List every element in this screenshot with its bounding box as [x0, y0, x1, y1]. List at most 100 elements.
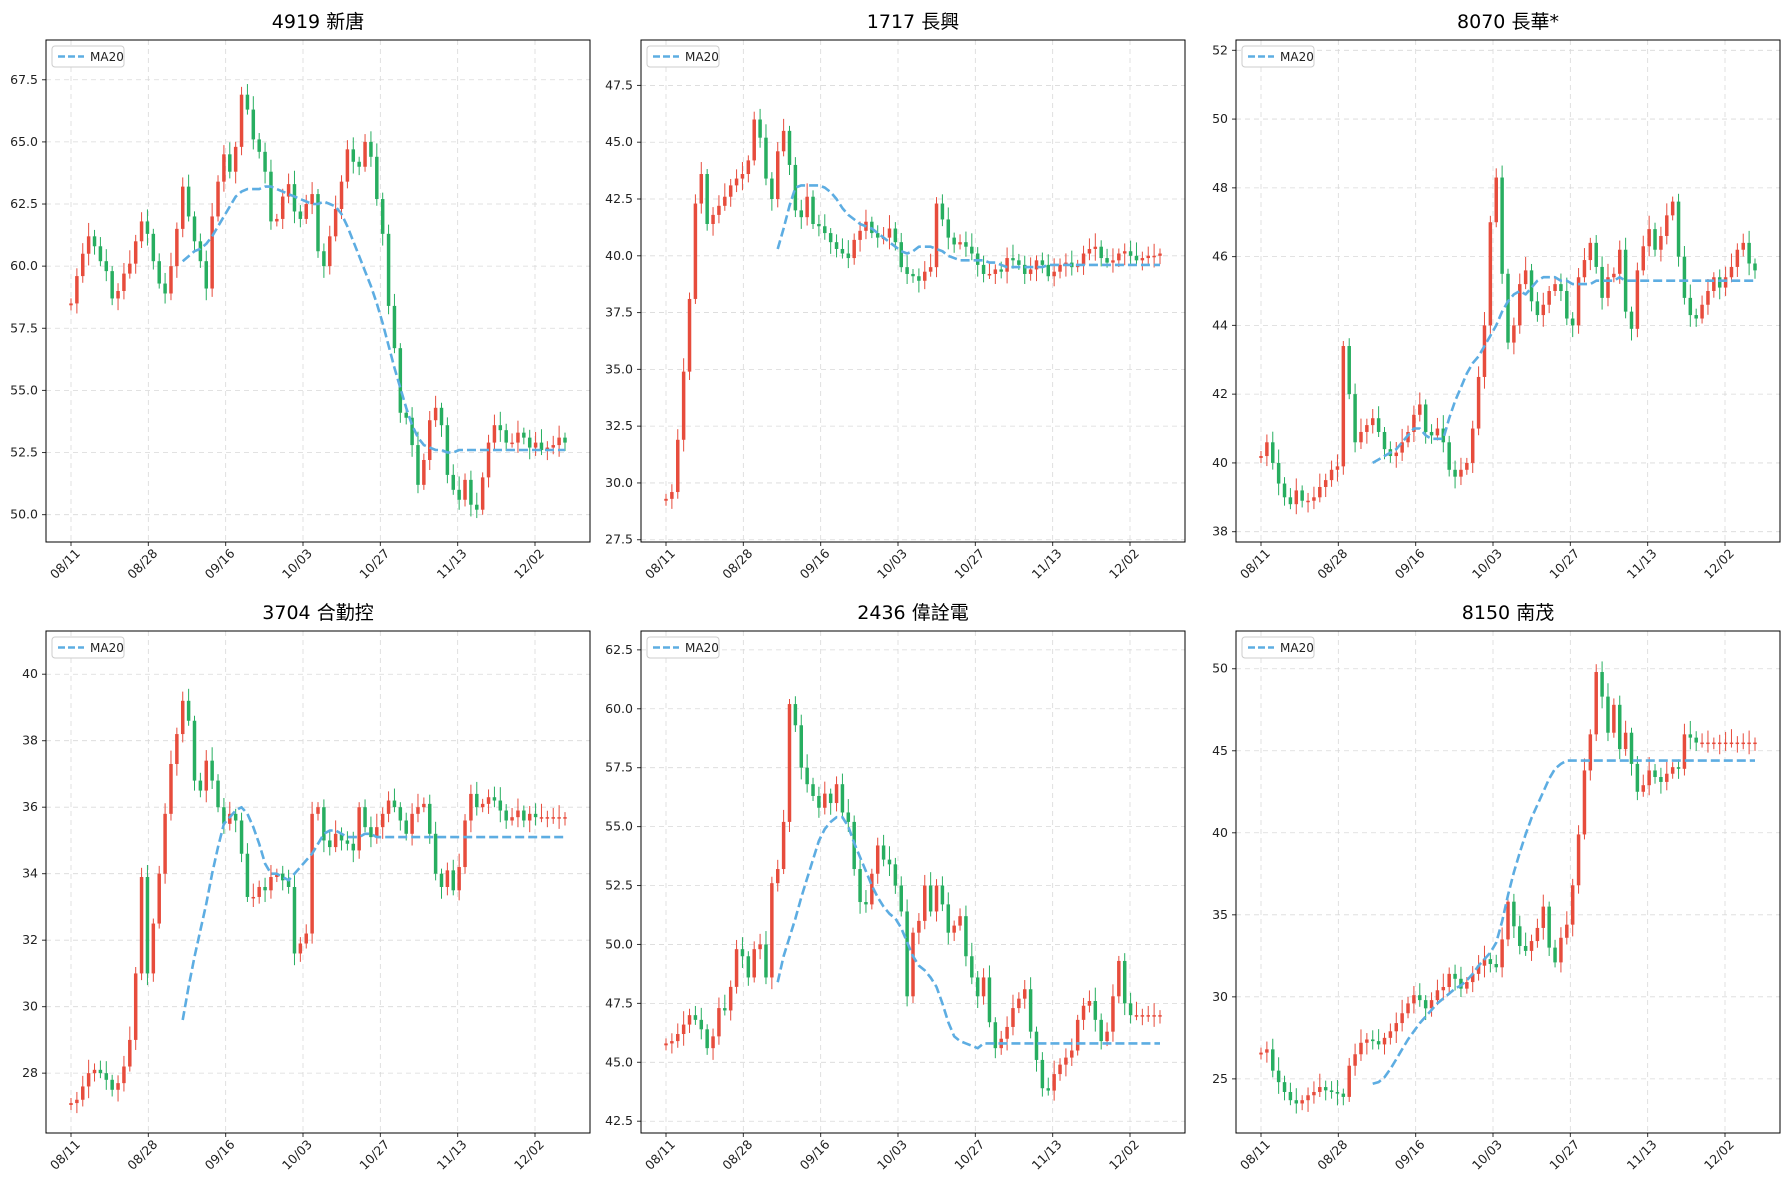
candle-body — [1482, 325, 1487, 377]
candle-body — [498, 425, 503, 431]
candle-body — [1576, 834, 1581, 886]
candle-body — [1134, 255, 1139, 261]
candle-body — [1011, 1008, 1015, 1027]
candle-body — [1647, 770, 1651, 786]
y-tick-label: 35 — [1212, 907, 1228, 922]
candle-body — [1117, 960, 1121, 997]
y-tick-label: 45.0 — [605, 134, 633, 149]
candle-body — [1688, 297, 1693, 316]
candle-body — [422, 803, 426, 808]
candle-body — [1459, 469, 1463, 477]
candle-body — [551, 817, 555, 819]
candle-body — [357, 161, 361, 167]
legend-box — [1241, 45, 1315, 68]
candle-body — [905, 267, 909, 274]
candle-body — [433, 407, 438, 421]
candle-body — [1152, 1015, 1156, 1017]
candle-body — [1093, 1001, 1098, 1020]
candle-body — [787, 130, 792, 165]
candle-body — [1282, 483, 1287, 498]
candle-body — [1470, 428, 1475, 463]
candle-body — [799, 725, 804, 768]
legend-label: MA20 — [685, 50, 719, 64]
candle-body — [557, 437, 561, 446]
candle-body — [516, 810, 520, 818]
candle-body — [1323, 1087, 1328, 1091]
candle-body — [128, 263, 132, 274]
candle-body — [1553, 947, 1557, 963]
candle-body — [492, 425, 497, 443]
candle-body — [1576, 277, 1581, 326]
candle-body — [834, 242, 839, 249]
y-tick-label: 52.5 — [605, 878, 633, 893]
candle-body — [551, 445, 555, 448]
candle-body — [1494, 177, 1498, 223]
candle-body — [1276, 1070, 1281, 1083]
candle-body — [204, 261, 209, 289]
x-tick-label: 08/11 — [47, 1137, 83, 1173]
chart-panel-5: 2436 偉詮電 42.5 45.0 47.5 50.0 52.5 55.0 57.5 60.0… — [605, 602, 1186, 1173]
candle-body — [1265, 442, 1269, 457]
candle-body — [1347, 346, 1351, 395]
candle-body — [881, 845, 886, 860]
candle-body — [263, 886, 267, 891]
candle-body — [110, 271, 114, 299]
candle-body — [1400, 442, 1404, 453]
y-tick-label: 28 — [22, 1065, 38, 1080]
y-tick-label: 46 — [1212, 249, 1228, 264]
candle-body — [1712, 277, 1716, 291]
candle-body — [1406, 1003, 1410, 1014]
candle-body — [81, 253, 85, 277]
y-tick-label: 34 — [22, 866, 38, 881]
candle-body — [1099, 246, 1103, 259]
candle-body — [670, 492, 674, 499]
candle-body — [1052, 1074, 1056, 1091]
candle-body — [1105, 1031, 1109, 1042]
candle-body — [216, 181, 220, 217]
candle-body — [711, 214, 715, 224]
candle-body — [1040, 1059, 1045, 1089]
candle-body — [1665, 773, 1669, 782]
candle-body — [1682, 256, 1687, 298]
candle-body — [1600, 672, 1604, 697]
candle-body — [328, 840, 332, 848]
candle-body — [333, 833, 338, 848]
y-tick-label: 30.0 — [605, 475, 633, 490]
candle-body — [981, 977, 986, 997]
candle-body — [1559, 937, 1563, 963]
plot-frame — [45, 630, 591, 1134]
chart-panel-1: 4919 新唐 50.0 52.5 55.0 57.5 60.0 62.5 65.0 67.5 0… — [10, 11, 591, 582]
candle-body — [1635, 763, 1640, 792]
y-tick-label: 50.0 — [10, 507, 38, 522]
candle-body — [734, 949, 739, 987]
x-tick-label: 10/27 — [356, 1137, 392, 1173]
candle-body — [840, 784, 845, 813]
candle-body — [911, 932, 915, 997]
candle-body — [1412, 414, 1416, 432]
candle-body — [463, 479, 467, 500]
candle-body — [840, 248, 845, 254]
candle-body — [480, 803, 485, 808]
candle-body — [198, 780, 203, 791]
candle-body — [369, 141, 373, 157]
y-tick-label: 37.5 — [605, 305, 633, 320]
y-tick-label: 60.0 — [10, 258, 38, 273]
candle-body — [539, 442, 544, 451]
candle-body — [180, 700, 185, 735]
candle-body — [928, 267, 933, 272]
y-tick-label: 62.5 — [10, 196, 38, 211]
candle-body — [664, 1043, 668, 1046]
candle-body — [186, 700, 191, 721]
candle-body — [1570, 318, 1575, 326]
candle-body — [1606, 277, 1610, 298]
candle-body — [1318, 1087, 1322, 1092]
chart-panel-2: 1717 長興 27.5 30.0 32.5 35.0 37.5 40.0 42.5 45.0 4… — [605, 11, 1186, 582]
candle-body — [805, 196, 809, 218]
candle-body — [122, 273, 126, 291]
candle-body — [834, 784, 839, 804]
candle-body — [952, 237, 956, 245]
candle-body — [363, 141, 367, 167]
candle-body — [486, 797, 491, 804]
candle-body — [1370, 1039, 1375, 1042]
